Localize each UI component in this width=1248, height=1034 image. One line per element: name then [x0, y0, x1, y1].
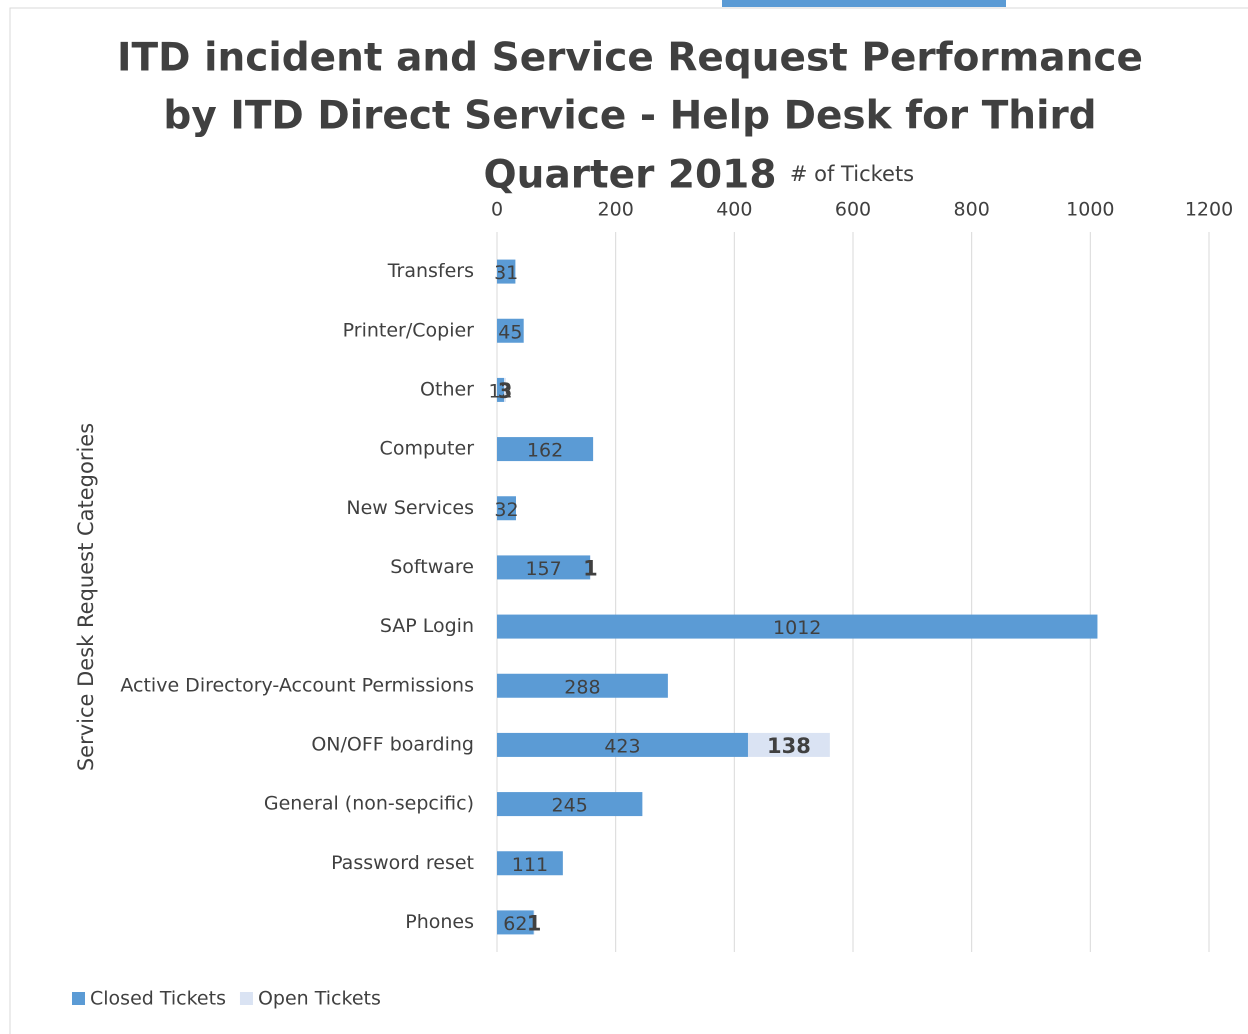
- y-tick-label: General (non-sepcific): [264, 793, 474, 815]
- bar-segment: [497, 732, 748, 757]
- data-label: 32: [494, 499, 518, 521]
- data-label: 245: [552, 795, 588, 817]
- bar-segment: [497, 555, 591, 580]
- bar-segment: [533, 910, 535, 935]
- x-tick-label: 1200: [1185, 199, 1233, 221]
- bar-segment: [497, 792, 643, 817]
- y-tick-label: Printer/Copier: [343, 319, 475, 341]
- data-label: 12: [488, 380, 512, 402]
- y-tick-label: Other: [420, 378, 474, 400]
- y-axis-title: Service Desk Request Categories: [74, 423, 98, 771]
- data-label: 45: [498, 321, 522, 343]
- bar-segment: [497, 496, 516, 521]
- x-tick-label: 600: [835, 199, 871, 221]
- bar-segment: [497, 437, 594, 462]
- y-tick-label: SAP Login: [380, 615, 474, 637]
- x-tick-label: 200: [598, 199, 634, 221]
- data-label: 138: [767, 734, 811, 758]
- chart-title: Quarter 2018: [484, 153, 777, 198]
- data-label: 1: [527, 911, 542, 935]
- data-label: 111: [512, 854, 548, 876]
- data-label: 1: [583, 556, 598, 580]
- top-decoration: [722, 0, 1006, 7]
- bar-segment: [497, 851, 563, 876]
- bar-segment: [497, 259, 516, 284]
- x-tick-label: 400: [716, 199, 752, 221]
- chart-border: [9, 7, 1248, 1034]
- bar-segment: [747, 732, 830, 757]
- data-label: 423: [604, 735, 640, 757]
- bar-segment: [497, 318, 524, 343]
- bar-segment: [497, 910, 534, 935]
- y-tick-label: Transfers: [387, 260, 474, 282]
- y-tick-label: Phones: [405, 911, 474, 933]
- y-tick-label: Computer: [380, 438, 475, 460]
- x-tick-label: 800: [954, 199, 990, 221]
- bar-segment: [497, 377, 505, 402]
- data-label: 31: [494, 262, 518, 284]
- x-axis-title: # of Tickets: [790, 162, 914, 186]
- x-tick-label: 0: [491, 199, 503, 221]
- chart-title: ITD incident and Service Request Perform…: [117, 36, 1143, 81]
- y-tick-label: Active Directory-Account Permissions: [120, 674, 474, 696]
- bar-segment: [497, 673, 668, 698]
- bar-segment: [590, 555, 591, 580]
- data-label: 62: [503, 913, 527, 935]
- legend-label: Open Tickets: [258, 988, 381, 1010]
- y-tick-label: Password reset: [331, 852, 474, 874]
- data-label: 288: [564, 676, 600, 698]
- data-label: 162: [527, 440, 563, 462]
- data-label: 3: [498, 379, 513, 403]
- x-tick-label: 1000: [1066, 199, 1114, 221]
- legend-swatch: [72, 992, 85, 1005]
- legend-label: Closed Tickets: [90, 988, 226, 1010]
- y-tick-label: Software: [390, 556, 474, 578]
- y-tick-label: ON/OFF boarding: [311, 733, 474, 755]
- data-label: 157: [525, 558, 561, 580]
- y-tick-label: New Services: [346, 497, 474, 519]
- data-label: 1012: [773, 617, 821, 639]
- bar-segment: [504, 377, 506, 402]
- legend-swatch: [239, 992, 253, 1005]
- bar-segment: [497, 614, 1098, 639]
- chart-title: by ITD Direct Service - Help Desk for Th…: [163, 94, 1096, 139]
